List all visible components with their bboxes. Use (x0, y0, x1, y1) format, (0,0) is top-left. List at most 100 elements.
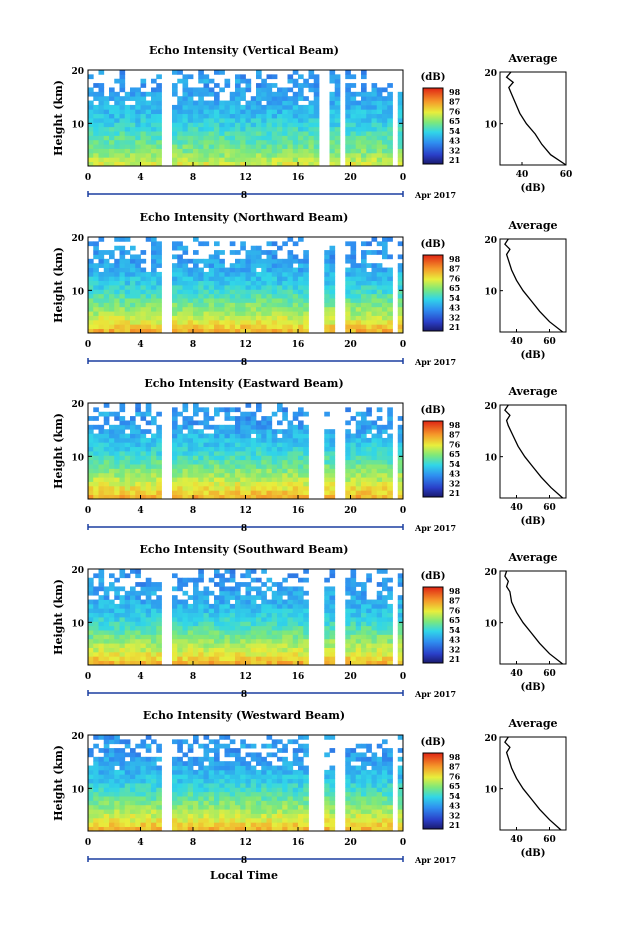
heatmap-cell (224, 468, 231, 474)
heatmap-cell (203, 144, 210, 149)
heatmap-cell (292, 289, 299, 295)
heatmap-cell (203, 783, 210, 788)
heatmap-cell (277, 446, 283, 452)
heatmap-cell (324, 285, 330, 290)
heatmap-cell (145, 403, 152, 408)
heatmap-cell (277, 481, 283, 487)
heatmap-cell (214, 139, 220, 145)
heatmap-cell (397, 298, 404, 303)
heatmap-cell (235, 91, 241, 97)
heatmap-cell (182, 660, 189, 666)
heatmap-cell (350, 608, 357, 614)
heatmap-cell (182, 817, 189, 823)
heatmap-cell (214, 485, 220, 491)
y-axis-label: Height (km) (52, 80, 65, 156)
heatmap-cell (172, 783, 178, 788)
colorbar-tick-label: 65 (449, 449, 460, 459)
heatmap-cell (145, 104, 152, 110)
heatmap-cell (292, 446, 299, 452)
heatmap-cell (324, 660, 330, 666)
heatmap-cell (219, 328, 225, 334)
heatmap-cell (140, 109, 147, 115)
heatmap-cell (245, 298, 252, 303)
heatmap-cell (376, 289, 383, 295)
heatmap-cell (103, 796, 110, 801)
heatmap-cell (198, 306, 204, 312)
heatmap-cell (376, 433, 383, 439)
heatmap-cell (151, 446, 157, 452)
average-title: Average (507, 52, 557, 65)
x-tick-label: 16 (292, 340, 305, 350)
heatmap-cell (114, 437, 120, 443)
heatmap-cell (256, 494, 262, 500)
heatmap-cell (193, 656, 199, 662)
heatmap-cell (329, 590, 336, 596)
heatmap-cell (371, 464, 378, 469)
heatmap-cell (103, 643, 110, 648)
heatmap-cell (376, 139, 383, 145)
heatmap-cell (119, 791, 126, 797)
heatmap-cell (235, 660, 241, 666)
heatmap-cell (124, 464, 131, 469)
heatmap-cell (350, 83, 357, 88)
x-tick-label: 4 (137, 173, 143, 183)
heatmap-cell (109, 446, 115, 452)
heatmap-cell (135, 451, 141, 456)
heatmap-cell (119, 324, 126, 330)
heatmap-cell (240, 416, 246, 421)
heatmap-cell (261, 608, 267, 614)
heatmap-cell (329, 161, 336, 167)
heatmap-cell (298, 612, 304, 618)
heatmap-cell (219, 494, 225, 500)
heatmap-cell (203, 319, 210, 325)
heatmap-cell (229, 302, 236, 308)
heatmap-cell (114, 625, 120, 631)
heatmap-cell (271, 459, 278, 465)
heatmap-cell (235, 424, 241, 430)
heatmap-cell (93, 485, 99, 491)
heatmap-cell (250, 813, 257, 819)
heatmap-cell (371, 293, 378, 299)
heatmap-cell (224, 459, 231, 465)
heatmap-cell (361, 118, 367, 123)
heatmap-cell (219, 590, 225, 596)
heatmap-cell (145, 126, 152, 132)
y-axis-label: Height (km) (52, 579, 65, 655)
heatmap-cell (245, 416, 252, 421)
heatmap-cell (172, 787, 178, 793)
heatmap-cell (88, 577, 94, 583)
heatmap-cell (261, 424, 267, 430)
heatmap-cell (119, 634, 126, 640)
heatmap-cell (287, 612, 294, 618)
heatmap-cell (135, 96, 141, 101)
heatmap-cell (298, 83, 304, 88)
heatmap-cell (187, 311, 194, 316)
heatmap-cell (114, 451, 120, 456)
heatmap-cell (224, 442, 231, 448)
heatmap-cell (88, 315, 94, 321)
heatmap-cell (387, 237, 393, 242)
heatmap-cell (219, 477, 225, 482)
heatmap-cell (98, 582, 105, 587)
heatmap-cell (329, 131, 336, 136)
heatmap-cell (208, 131, 215, 136)
heatmap-cell (355, 490, 362, 496)
heatmap-cell (298, 608, 304, 614)
average-x-tick-label: 60 (560, 170, 573, 180)
heatmap-cell (382, 298, 388, 303)
heatmap-cell (98, 617, 105, 622)
heatmap-cell (103, 429, 110, 434)
heatmap-cell (208, 787, 215, 793)
heatmap-cell (177, 577, 183, 583)
heatmap-cell (177, 411, 183, 417)
heatmap-cell (156, 276, 162, 282)
heatmap-cell (361, 599, 367, 605)
heatmap-cell (224, 285, 231, 290)
heatmap-cell (266, 791, 273, 797)
heatmap-cell (135, 630, 141, 635)
heatmap-cell (266, 643, 273, 648)
heatmap-cell (303, 472, 309, 478)
heatmap-cell (130, 761, 136, 766)
heatmap-cell (387, 656, 393, 662)
heatmap-cell (114, 446, 120, 452)
